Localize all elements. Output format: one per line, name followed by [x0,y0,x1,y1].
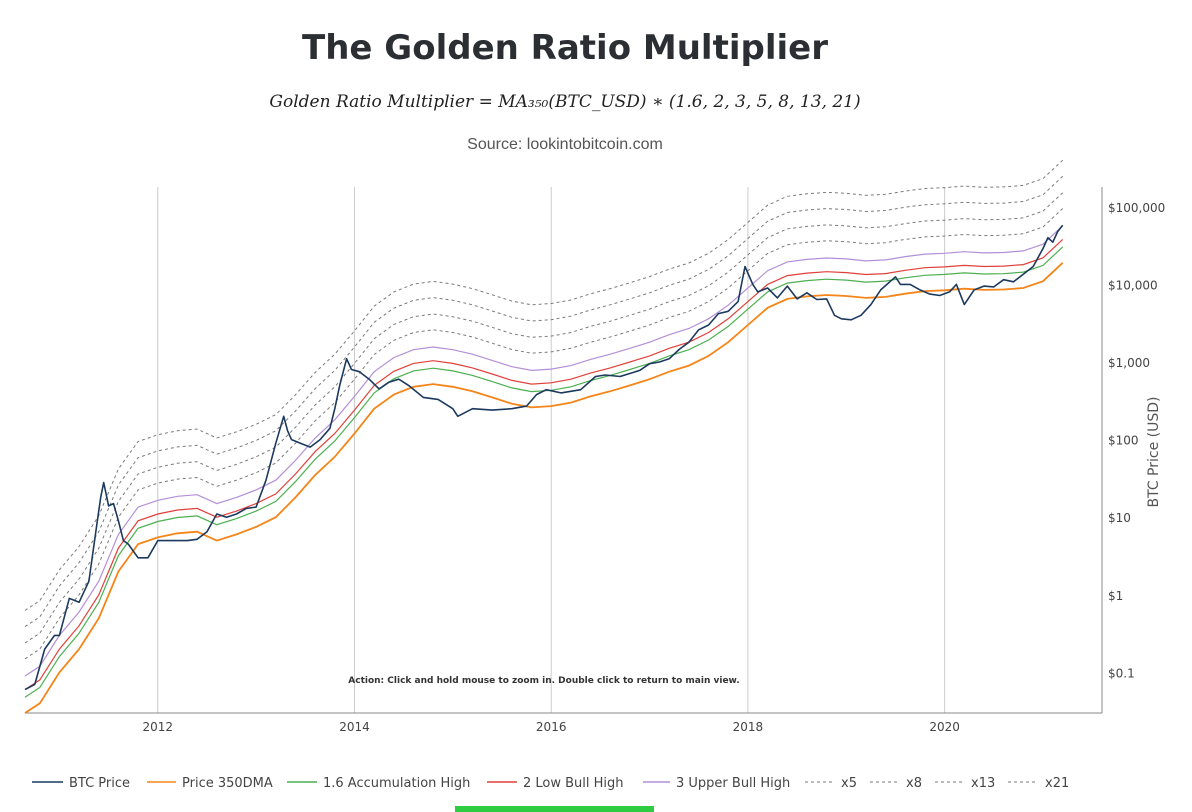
y-tick-label: $1 [1108,589,1123,603]
tick-labels: 2012 2014 2016 2018 2020 $0.1 $1 $10 $100 $1,000 $… [143,201,1166,734]
series-line-price-350dma[interactable] [24,262,1064,714]
y-tick-label: $0.1 [1108,666,1135,680]
x-tick-label: 2012 [143,720,174,734]
series-line-3-upper-bull-high[interactable] [24,225,1064,677]
chart-source: Source: lookintobitcoin.com [467,136,663,153]
series-line-x21[interactable] [24,159,1064,611]
legend[interactable]: BTC Price Price 350DMA 1.6 Accumulation … [32,776,1069,791]
range-scrollbar[interactable] [455,806,654,812]
legend-label-btc-price: BTC Price [69,776,130,791]
legend-item-x21[interactable]: x21 [1008,776,1069,791]
series-line-2-low-bull-high[interactable] [24,238,1064,691]
chart-formula: Golden Ratio Multiplier = MA₃₅₀(BTC_USD)… [269,92,861,112]
legend-item-x13[interactable]: x13 [935,776,995,791]
y-tick-label: $100 [1108,434,1139,448]
legend-label-x21: x21 [1045,776,1069,791]
axes [25,187,1103,714]
series-line-x5[interactable] [24,208,1064,660]
y-tick-label: $10 [1108,511,1131,525]
y-tick-label: $100,000 [1108,201,1165,215]
y-axis-label: BTC Price (USD) [1146,396,1162,507]
legend-label-price-350dma: Price 350DMA [182,776,273,791]
legend-item-x5[interactable]: x5 [805,776,857,791]
legend-item-accumulation-high[interactable]: 1.6 Accumulation High [287,776,470,791]
series-layer[interactable] [24,159,1064,714]
legend-item-x8[interactable]: x8 [870,776,922,791]
x-tick-label: 2016 [536,720,567,734]
x-tick-label: 2014 [339,720,370,734]
legend-label-x13: x13 [971,776,995,791]
legend-label-accumulation-high: 1.6 Accumulation High [323,776,470,791]
legend-label-low-bull-high: 2 Low Bull High [523,776,624,791]
chart-title: The Golden Ratio Multiplier [302,28,828,68]
x-tick-label: 2018 [733,720,764,734]
x-tick-label: 2020 [929,720,960,734]
legend-item-low-bull-high[interactable]: 2 Low Bull High [487,776,624,791]
series-line-x13[interactable] [24,175,1064,628]
legend-label-x8: x8 [906,776,922,791]
action-hint: Action: Click and hold mouse to zoom in.… [348,676,739,686]
series-line-x8[interactable] [24,192,1064,644]
grid-lines [157,187,946,713]
series-line-btc-price[interactable] [24,224,1064,691]
legend-item-upper-bull-high[interactable]: 3 Upper Bull High [643,776,790,791]
legend-label-x5: x5 [841,776,857,791]
y-tick-label: $1,000 [1108,356,1150,370]
series-line-1-6-accumulation-high[interactable] [24,246,1064,698]
legend-item-price-350dma[interactable]: Price 350DMA [147,776,273,791]
legend-item-btc-price[interactable]: BTC Price [32,776,130,791]
legend-label-upper-bull-high: 3 Upper Bull High [676,776,790,791]
y-tick-label: $10,000 [1108,278,1158,292]
